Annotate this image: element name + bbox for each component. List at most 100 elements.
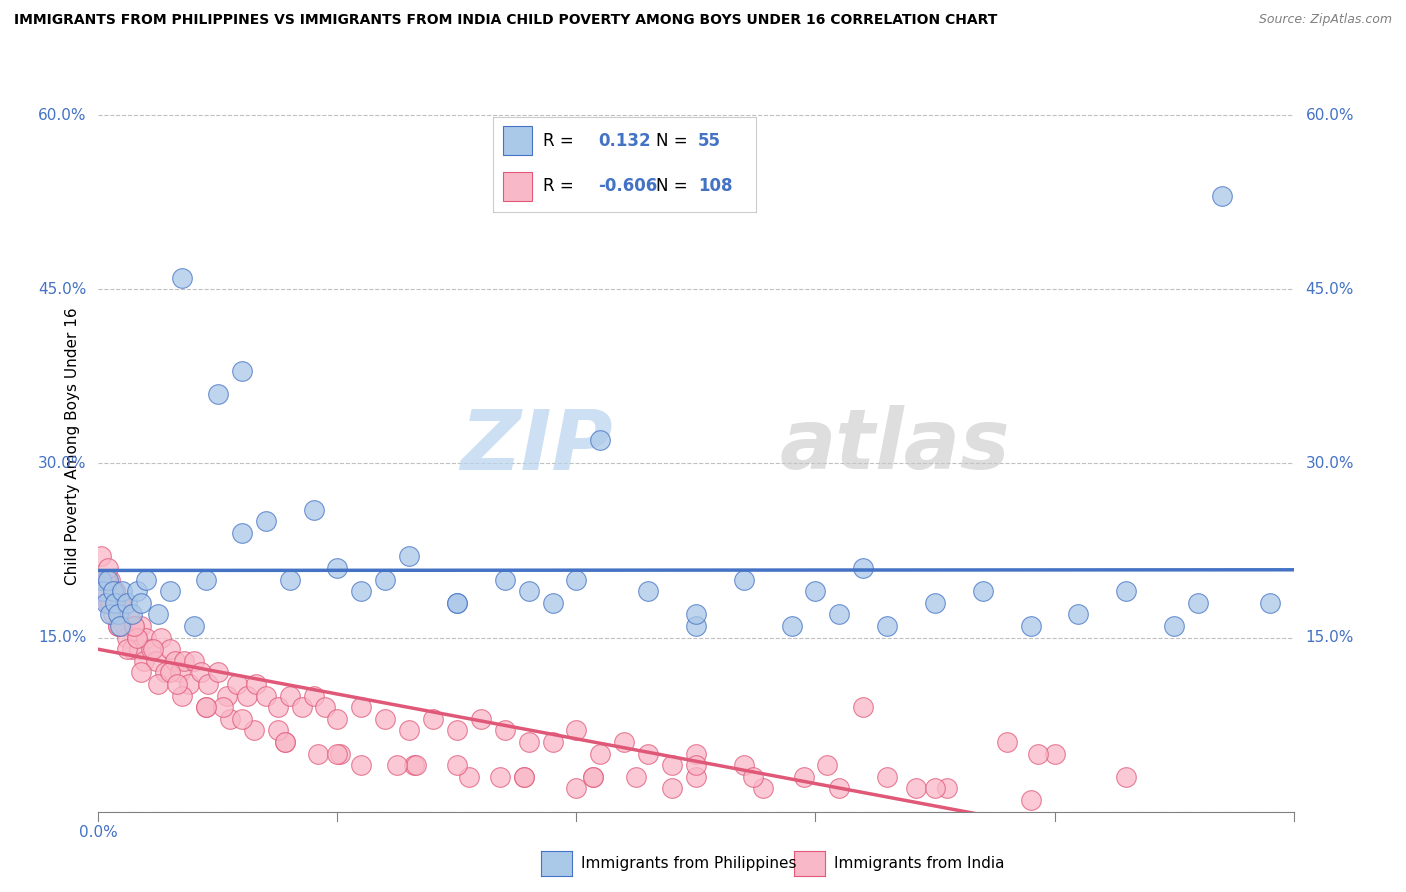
Point bbox=[125, 631, 148, 645]
Text: 55: 55 bbox=[697, 132, 721, 150]
Point bbox=[132, 654, 155, 668]
Point bbox=[385, 758, 409, 772]
Text: 0.132: 0.132 bbox=[598, 132, 651, 150]
Point bbox=[302, 503, 325, 517]
Point bbox=[685, 619, 707, 633]
Point bbox=[98, 607, 122, 622]
Point bbox=[148, 607, 170, 622]
Point bbox=[685, 607, 707, 622]
Point bbox=[115, 596, 138, 610]
Point bbox=[128, 642, 150, 657]
Point bbox=[1043, 747, 1066, 761]
Point bbox=[163, 654, 186, 668]
Point bbox=[172, 270, 194, 285]
Point bbox=[194, 573, 217, 587]
Point bbox=[267, 723, 290, 738]
Text: R =: R = bbox=[543, 132, 574, 150]
Point bbox=[243, 723, 266, 738]
Point bbox=[513, 770, 536, 784]
Point bbox=[972, 584, 994, 599]
Point bbox=[733, 573, 755, 587]
Point bbox=[149, 631, 172, 645]
Point bbox=[513, 770, 536, 784]
Point bbox=[904, 781, 927, 796]
Point bbox=[852, 700, 875, 714]
Point bbox=[326, 561, 349, 575]
Text: 30.0%: 30.0% bbox=[38, 456, 87, 471]
Point bbox=[207, 665, 229, 680]
Point bbox=[1187, 596, 1209, 610]
Point bbox=[94, 596, 117, 610]
Point bbox=[217, 689, 239, 703]
Point bbox=[97, 561, 120, 575]
Point bbox=[172, 689, 194, 703]
Text: Immigrants from Philippines: Immigrants from Philippines bbox=[581, 856, 796, 871]
Point bbox=[169, 665, 191, 680]
Point bbox=[350, 584, 373, 599]
Point bbox=[565, 573, 588, 587]
Point bbox=[108, 596, 131, 610]
Point bbox=[876, 619, 898, 633]
Point bbox=[804, 584, 827, 599]
Point bbox=[446, 596, 468, 610]
Text: N =: N = bbox=[655, 178, 688, 195]
Point bbox=[207, 386, 229, 401]
Point bbox=[1115, 584, 1137, 599]
Point bbox=[231, 712, 253, 726]
Point bbox=[541, 596, 564, 610]
Point bbox=[326, 712, 349, 726]
Text: -0.606: -0.606 bbox=[598, 178, 657, 195]
Text: N =: N = bbox=[655, 132, 688, 150]
Point bbox=[231, 526, 253, 541]
Point bbox=[1067, 607, 1090, 622]
Text: 45.0%: 45.0% bbox=[1305, 282, 1354, 297]
Point bbox=[446, 723, 468, 738]
Text: IMMIGRANTS FROM PHILIPPINES VS IMMIGRANTS FROM INDIA CHILD POVERTY AMONG BOYS UN: IMMIGRANTS FROM PHILIPPINES VS IMMIGRANT… bbox=[14, 13, 997, 28]
Point bbox=[637, 747, 659, 761]
Point bbox=[166, 677, 188, 691]
Point bbox=[307, 747, 329, 761]
Point bbox=[326, 747, 349, 761]
Point bbox=[135, 573, 157, 587]
Point bbox=[852, 561, 875, 575]
Point bbox=[624, 770, 647, 784]
Point bbox=[517, 584, 540, 599]
Point bbox=[924, 781, 946, 796]
Point bbox=[111, 584, 134, 599]
Point bbox=[115, 631, 138, 645]
Point bbox=[350, 758, 373, 772]
Point bbox=[91, 584, 114, 599]
Point bbox=[173, 654, 195, 668]
Point bbox=[107, 619, 129, 633]
Point bbox=[1026, 747, 1049, 761]
Point bbox=[446, 596, 468, 610]
Point bbox=[131, 596, 153, 610]
Point bbox=[121, 642, 143, 657]
Point bbox=[104, 584, 127, 599]
Point bbox=[405, 758, 427, 772]
Point bbox=[350, 700, 373, 714]
Text: 15.0%: 15.0% bbox=[1305, 630, 1354, 645]
Point bbox=[374, 712, 396, 726]
Point bbox=[1115, 770, 1137, 784]
Text: 0.0%: 0.0% bbox=[79, 825, 118, 840]
Point bbox=[1163, 619, 1185, 633]
Point bbox=[254, 515, 277, 529]
Point bbox=[254, 689, 277, 703]
Point bbox=[104, 584, 127, 599]
Point bbox=[661, 781, 683, 796]
Point bbox=[194, 700, 217, 714]
Point bbox=[125, 631, 148, 645]
Point bbox=[104, 596, 127, 610]
Point bbox=[197, 677, 219, 691]
Point bbox=[108, 619, 131, 633]
Point bbox=[98, 573, 122, 587]
Text: ZIP: ZIP bbox=[460, 406, 612, 486]
Point bbox=[315, 700, 337, 714]
Text: 15.0%: 15.0% bbox=[38, 630, 87, 645]
Point bbox=[142, 642, 165, 657]
Point bbox=[494, 723, 516, 738]
Point bbox=[107, 607, 129, 622]
Point bbox=[589, 433, 612, 447]
Point bbox=[183, 619, 205, 633]
